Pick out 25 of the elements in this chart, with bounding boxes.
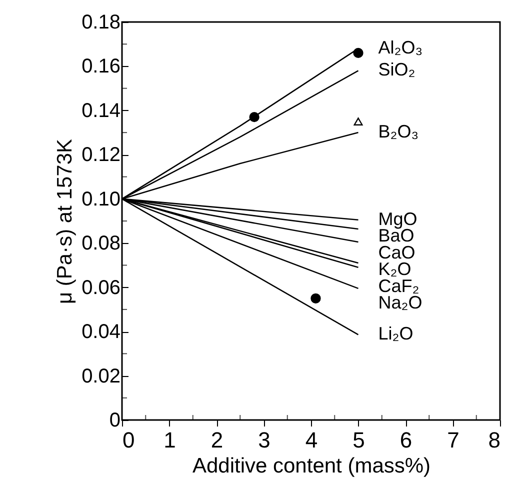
x-tick-label: 1 [164, 428, 176, 452]
series-label: Li₂O [378, 324, 414, 344]
x-tick-label: 3 [258, 428, 270, 452]
y-tick-label: 0 [109, 410, 120, 432]
y-tick-label: 0.10 [82, 188, 120, 210]
y-tick-label: 0.12 [82, 144, 120, 166]
series-label: MgO [378, 208, 418, 229]
x-tick-label: 2 [210, 428, 224, 452]
x-tick-label: 4 [305, 428, 318, 452]
y-tick-label: 0.18 [82, 12, 120, 34]
y-tick-label: 0.02 [82, 365, 120, 388]
x-tick-label: 7 [447, 428, 460, 452]
y-tick-label: 0.14 [82, 100, 120, 122]
y-axis-title: μ (Pa·s) at 1573K [54, 138, 77, 304]
x-tick-label: 5 [352, 428, 365, 452]
y-tick-label: 0.08 [82, 232, 120, 255]
x-tick-label: 8 [488, 428, 500, 452]
x-tick-label: 6 [400, 428, 412, 452]
x-axis-title: Additive content (mass%) [192, 454, 431, 478]
series-label: Al₂O₃ [378, 38, 423, 58]
y-tick-label: 0.16 [82, 56, 120, 78]
series-label: SiO₂ [378, 60, 416, 80]
y-tick-label: 0.06 [82, 276, 120, 299]
y-tick-label: 0.04 [82, 321, 120, 344]
series-label: B₂O₃ [378, 122, 419, 142]
